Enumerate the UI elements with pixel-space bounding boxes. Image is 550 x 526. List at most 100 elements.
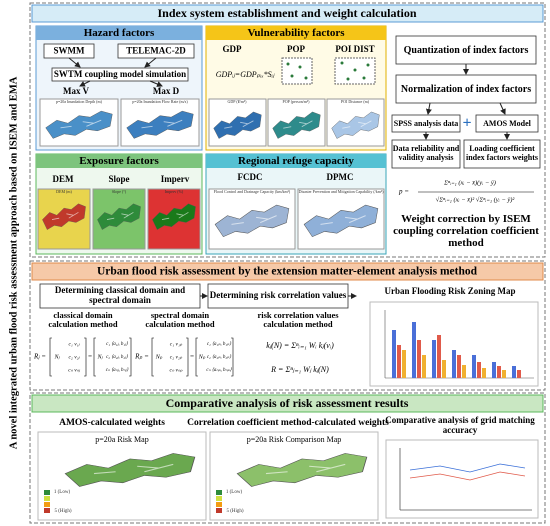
matrix-n: Nₚ (198, 354, 206, 360)
matrix-n: Nⱼ (96, 354, 103, 360)
legend-label: 5 (High) (54, 509, 71, 514)
matrix-row: c₂ v₂ⱼ (68, 354, 80, 360)
panel-header (206, 26, 386, 40)
legend (44, 490, 222, 513)
matrix-row: c₁ ⟨a₁ₚ, b₁ₚ⟩ (207, 341, 231, 347)
map-caption: Slope (°) (112, 189, 127, 194)
step-label: AMOS Model (483, 119, 532, 128)
panel-title: Vulnerability factors (247, 27, 345, 39)
output-label: Max V (63, 86, 90, 96)
matrix-lhs: Rₚ = (134, 353, 149, 361)
map-caption: Disaster Prevention and Mitigation Capab… (299, 189, 385, 194)
arrow (425, 102, 432, 115)
factor-label: Imperv (161, 174, 190, 184)
formula-lhs: p = (398, 188, 409, 196)
section-title: Urban flood risk assessment by the exten… (97, 266, 478, 278)
process-box (51, 67, 189, 82)
section-title: Comparative analysis of risk assessment … (166, 396, 409, 410)
chart-thumbnail-bars (384, 310, 534, 379)
method-text: risk correlation values calculation meth… (257, 309, 339, 329)
matrix-row: c₂ ⟨a₂ⱼ, b₂ⱼ⟩ (106, 354, 128, 360)
step-label: SPSS analysis data (394, 119, 458, 128)
step-label: Urban Flooding Risk Zoning Map (384, 286, 515, 296)
formula-numerator: Σⁿᵢ₌₁ (xᵢ − x̄)(yᵢ − ȳ) (443, 179, 496, 186)
dot-icons (286, 61, 370, 81)
result-header: Correlation coefficient method-calculate… (187, 418, 389, 428)
section-header (31, 262, 544, 281)
step-box (463, 139, 541, 169)
method-label: classical domain calculation method (48, 309, 118, 329)
factor-label: POI DIST (335, 44, 374, 54)
map-caption: Imperv (%) (165, 189, 184, 194)
step-text: Normalization of index factors (400, 83, 532, 95)
matrix-n: Nⱼ (53, 354, 60, 360)
legend-label: 1 (Low) (226, 490, 243, 495)
matrix-row: c₁ v₁ⱼ (68, 341, 80, 347)
matrix-bracket (186, 337, 189, 377)
matrix-row: cₙ vₙⱼ (68, 367, 81, 373)
map-caption: POI Distance (m) (341, 99, 370, 104)
matrix-row: c₁ ⟨a₁ⱼ, b₁ⱼ⟩ (106, 341, 128, 347)
formula-denominator: √Σⁿᵢ₌₁ (xᵢ − x̄)² √Σⁿᵢ₌₁ (yᵢ − ȳ)² (436, 195, 516, 203)
map-caption: p=20a Risk Map (95, 435, 148, 444)
section-header (31, 394, 544, 413)
matrix-eq: = (190, 353, 195, 361)
method-text: classical domain calculation method (48, 309, 118, 329)
panel-title: Hazard factors (84, 27, 155, 39)
matrix-row: cₙ vₙₚ (170, 367, 184, 373)
matrix-lhs: Rⱼ = (33, 353, 46, 361)
map-caption: POP (person/m²) (283, 99, 311, 104)
matrix-n: Nₚ (155, 354, 163, 360)
arrow (144, 57, 157, 68)
map-caption: GDP (¥/m²) (228, 99, 248, 104)
arrow (499, 102, 506, 115)
panel-title: Exposure factors (79, 155, 159, 167)
panel-header (206, 154, 386, 168)
step-label: Quantization of index factors (404, 45, 529, 56)
result-text: Comparative analysis of grid matching ac… (385, 415, 535, 435)
chart-thumbnail-lines (399, 448, 532, 511)
map-caption: p=20a Inundation Depth (m) (56, 99, 103, 104)
matrix-bracket (151, 337, 154, 377)
arrow (79, 80, 91, 87)
conclusion-text: Weight correction by ISEM coupling corre… (393, 212, 539, 250)
factor-label: POP (287, 44, 305, 54)
step-label: Determining classical domain and spectra… (54, 285, 186, 305)
step-label: Determining risk correlation values (210, 290, 347, 300)
panel-header (36, 154, 202, 168)
conclusion-label: Weight correction by ISEM coupling corre… (393, 212, 539, 250)
section-title: Index system establishment and weight ca… (157, 6, 416, 20)
matrix-bracket (129, 337, 132, 377)
output-label: Max D (153, 86, 180, 96)
factor-label: DEM (53, 174, 75, 184)
map-caption: p=20a Risk Comparison Map (247, 435, 342, 444)
result-header: AMOS-calculated weights (59, 418, 165, 428)
grid-icon (281, 57, 313, 85)
factor-label: Slope (108, 174, 129, 184)
process-label: SWTM coupling model simulation (54, 69, 186, 79)
step-box (207, 283, 349, 309)
side-title: A novel integrated urban flood risk asse… (8, 76, 19, 449)
legend-label: 5 (High) (226, 509, 243, 514)
map-caption: Flood Control and Drainage Capacity (km/… (214, 189, 291, 194)
panel-header (36, 26, 202, 40)
matrix-row: c₂ v₂ₚ (170, 354, 183, 360)
step-label: Normalization of index factors (400, 83, 532, 95)
matrix-bracket (49, 337, 52, 377)
matrix-row: cₙ ⟨aₙₚ, bₙₚ⟩ (206, 367, 231, 373)
arrow (149, 80, 163, 87)
chart-thumbnail (385, 439, 539, 519)
step-label: Data reliability and validity analysis (393, 144, 460, 162)
method-text: spectral domain calculation method (145, 309, 215, 329)
factor-label: DPMC (327, 172, 354, 182)
step-box (395, 74, 537, 104)
step-label: Loading coefficient index factors weight… (466, 144, 538, 162)
step-text: Determining classical domain and spectra… (54, 285, 186, 305)
matrix-bracket (195, 337, 198, 377)
correlation-formula: R = Σⁿⱼ₌₁ Wⱼ kⱼ(N) (270, 365, 329, 374)
legend-label: 1 (Low) (54, 490, 71, 495)
plus-icon: + (462, 115, 471, 132)
matrix-eq: = (88, 353, 93, 361)
map-caption: p=20a Inundation Flow Rate (m/s) (132, 99, 188, 104)
